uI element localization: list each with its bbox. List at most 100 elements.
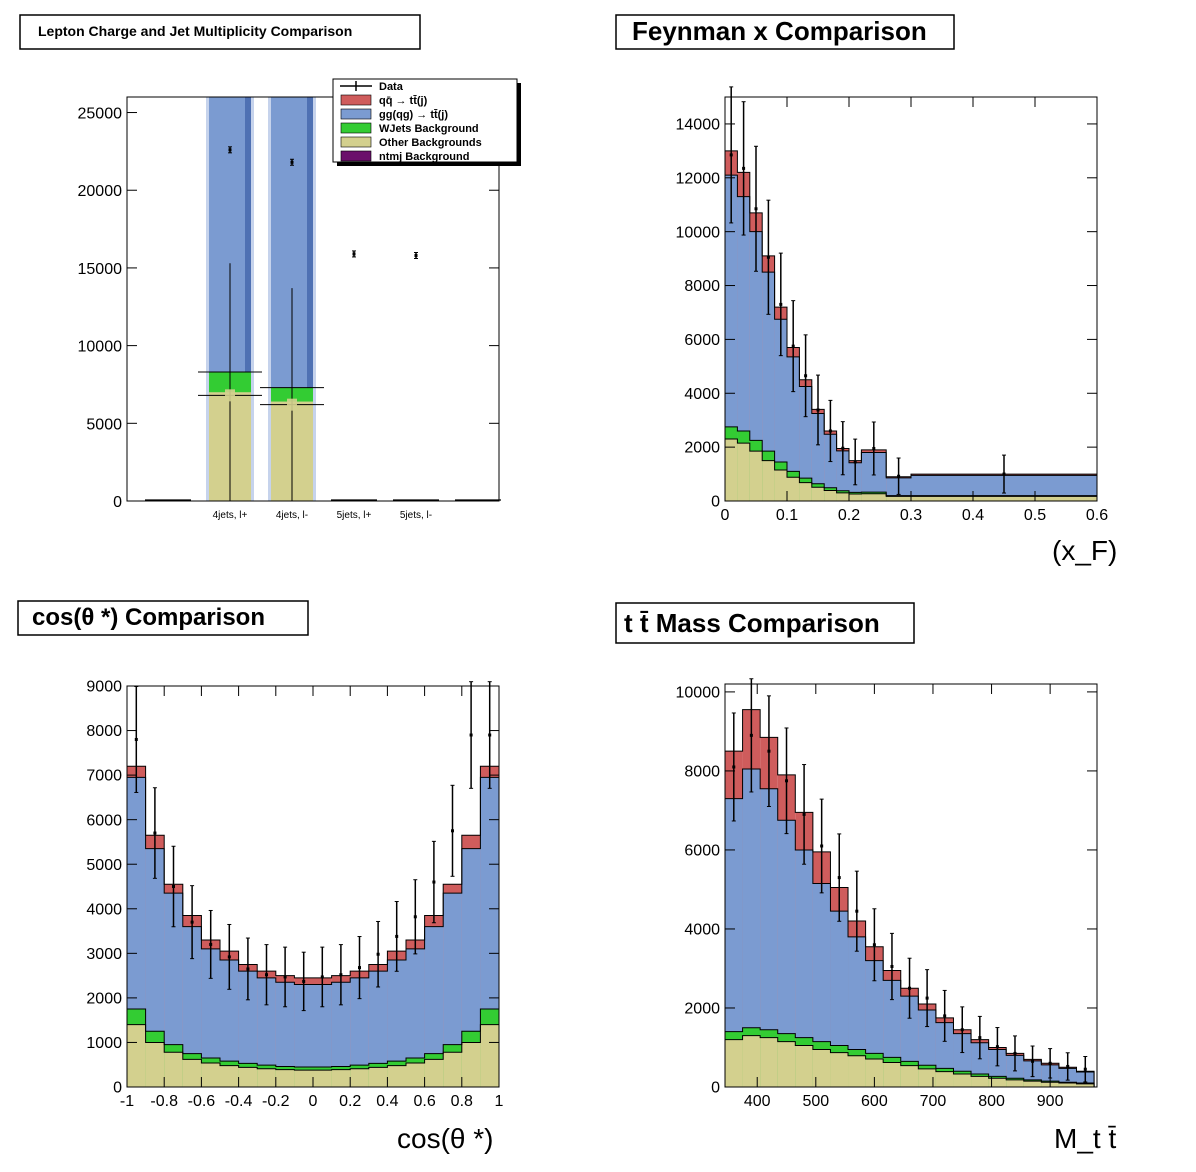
y-tick-label: 2000 — [86, 990, 122, 1007]
gg-bar — [164, 893, 183, 1087]
legend-swatch-gg — [340, 108, 372, 120]
y-tick-label: 6000 — [86, 812, 122, 829]
panel-3-title: cos(θ *) Comparison — [32, 604, 265, 631]
gg-bar — [777, 820, 796, 1087]
data-point — [779, 302, 783, 306]
legend-swatch-qqbar — [340, 94, 372, 106]
data-point — [246, 967, 250, 971]
x-tick-label: -0.8 — [150, 1093, 178, 1110]
data-point — [320, 975, 324, 979]
y-tick-label: 14000 — [676, 117, 721, 134]
panel-1-plot: 0 5000 10000 15000 20000 25000 4jets, l+ 4jets,… — [78, 96, 501, 521]
data-point — [925, 996, 929, 1000]
mc-marker — [287, 398, 297, 411]
other-bar — [971, 1076, 989, 1087]
other-bar — [742, 1035, 761, 1087]
y-tick-label: 4000 — [684, 386, 720, 403]
legend-swatch-wjets — [340, 122, 372, 134]
other-bar — [795, 1045, 813, 1087]
other-bar — [774, 470, 787, 501]
y-tick-label: 6000 — [684, 843, 720, 860]
other-bar — [238, 1067, 258, 1087]
legend: Data qq̄ → tt̄(j) gg(qg) → tt̄(j) WJets Bac… — [332, 78, 521, 166]
legend-label: ntmj Background — [379, 151, 469, 163]
data-point — [855, 909, 859, 913]
gg-bar — [313, 984, 332, 1087]
other-bar — [953, 1073, 972, 1087]
data-point — [754, 207, 758, 211]
x-axis-label: M_t t̄ — [1054, 1123, 1116, 1154]
data-point — [134, 737, 138, 741]
other-bar — [787, 477, 800, 501]
other-bar — [461, 1042, 481, 1087]
x-tick-label: 0 — [721, 507, 730, 524]
gg-bar — [774, 319, 787, 501]
y-tick-label: 10000 — [676, 685, 721, 702]
other-bar — [911, 496, 1097, 501]
x-tick-label: 0.5 — [1024, 507, 1046, 524]
other-bar — [836, 492, 849, 501]
data-point — [290, 160, 294, 164]
data-point — [729, 153, 733, 157]
data-point — [804, 374, 808, 378]
x-tick-label: 500 — [802, 1093, 829, 1110]
gg-bar — [238, 971, 258, 1087]
data-point — [820, 844, 824, 848]
data-point — [488, 733, 492, 737]
gg-bar — [725, 798, 743, 1087]
y-tick-label: 8000 — [684, 278, 720, 295]
data-point — [995, 1045, 999, 1049]
other-bar — [737, 443, 750, 501]
data-point — [432, 880, 436, 884]
gg-bar — [749, 231, 763, 501]
gg-bar — [760, 788, 778, 1087]
data-point — [395, 934, 399, 938]
other-bar — [387, 1065, 406, 1087]
gg-bar — [725, 175, 738, 501]
data-point — [785, 779, 789, 783]
x-tick-label: 0.2 — [838, 507, 860, 524]
gg-bar — [331, 982, 351, 1087]
gg-bar — [201, 948, 220, 1087]
gg-bar — [742, 768, 761, 1087]
stack-outline — [126, 1008, 500, 1087]
gg-bar — [799, 386, 812, 501]
x-axis-label: cos(θ *) — [397, 1123, 493, 1154]
legend-label: Other Backgrounds — [379, 137, 482, 149]
data-point — [339, 973, 343, 977]
data-point — [358, 966, 361, 970]
x-tick-label: 0.4 — [376, 1093, 398, 1110]
data-point — [837, 876, 841, 880]
gg-bar — [257, 977, 276, 1087]
other-bar — [201, 1062, 220, 1087]
data-point — [816, 408, 820, 412]
y-tick-label: 8000 — [684, 764, 720, 781]
data-point — [766, 255, 770, 259]
data-point — [890, 964, 894, 968]
y-tick-label: 15000 — [78, 261, 123, 278]
stack-outline — [724, 426, 1098, 501]
data-point — [897, 474, 901, 478]
data-point — [451, 829, 454, 833]
other-bar — [406, 1062, 425, 1087]
x-tick-label: 0.8 — [451, 1093, 473, 1110]
data-point — [1048, 1061, 1052, 1065]
y-tick-label: 10000 — [78, 339, 123, 356]
data-point — [1002, 472, 1006, 476]
gg-bar — [387, 960, 406, 1087]
other-bar — [220, 1065, 239, 1087]
other-bar — [182, 1059, 202, 1087]
data-point — [960, 1028, 964, 1032]
gg-bar — [182, 926, 202, 1087]
y-tick-label: 5000 — [86, 416, 122, 433]
y-tick-label: 12000 — [676, 170, 721, 187]
panel-1-title: Lepton Charge and Jet Multiplicity Compa… — [38, 23, 352, 39]
x-tick-label: 0 — [309, 1093, 318, 1110]
category-label: 4jets, l+ — [213, 510, 248, 521]
data-point — [376, 952, 380, 956]
other-bar — [886, 496, 911, 501]
y-tick-label: 0 — [113, 494, 122, 511]
data-point — [414, 253, 418, 257]
other-bar — [313, 1070, 332, 1087]
